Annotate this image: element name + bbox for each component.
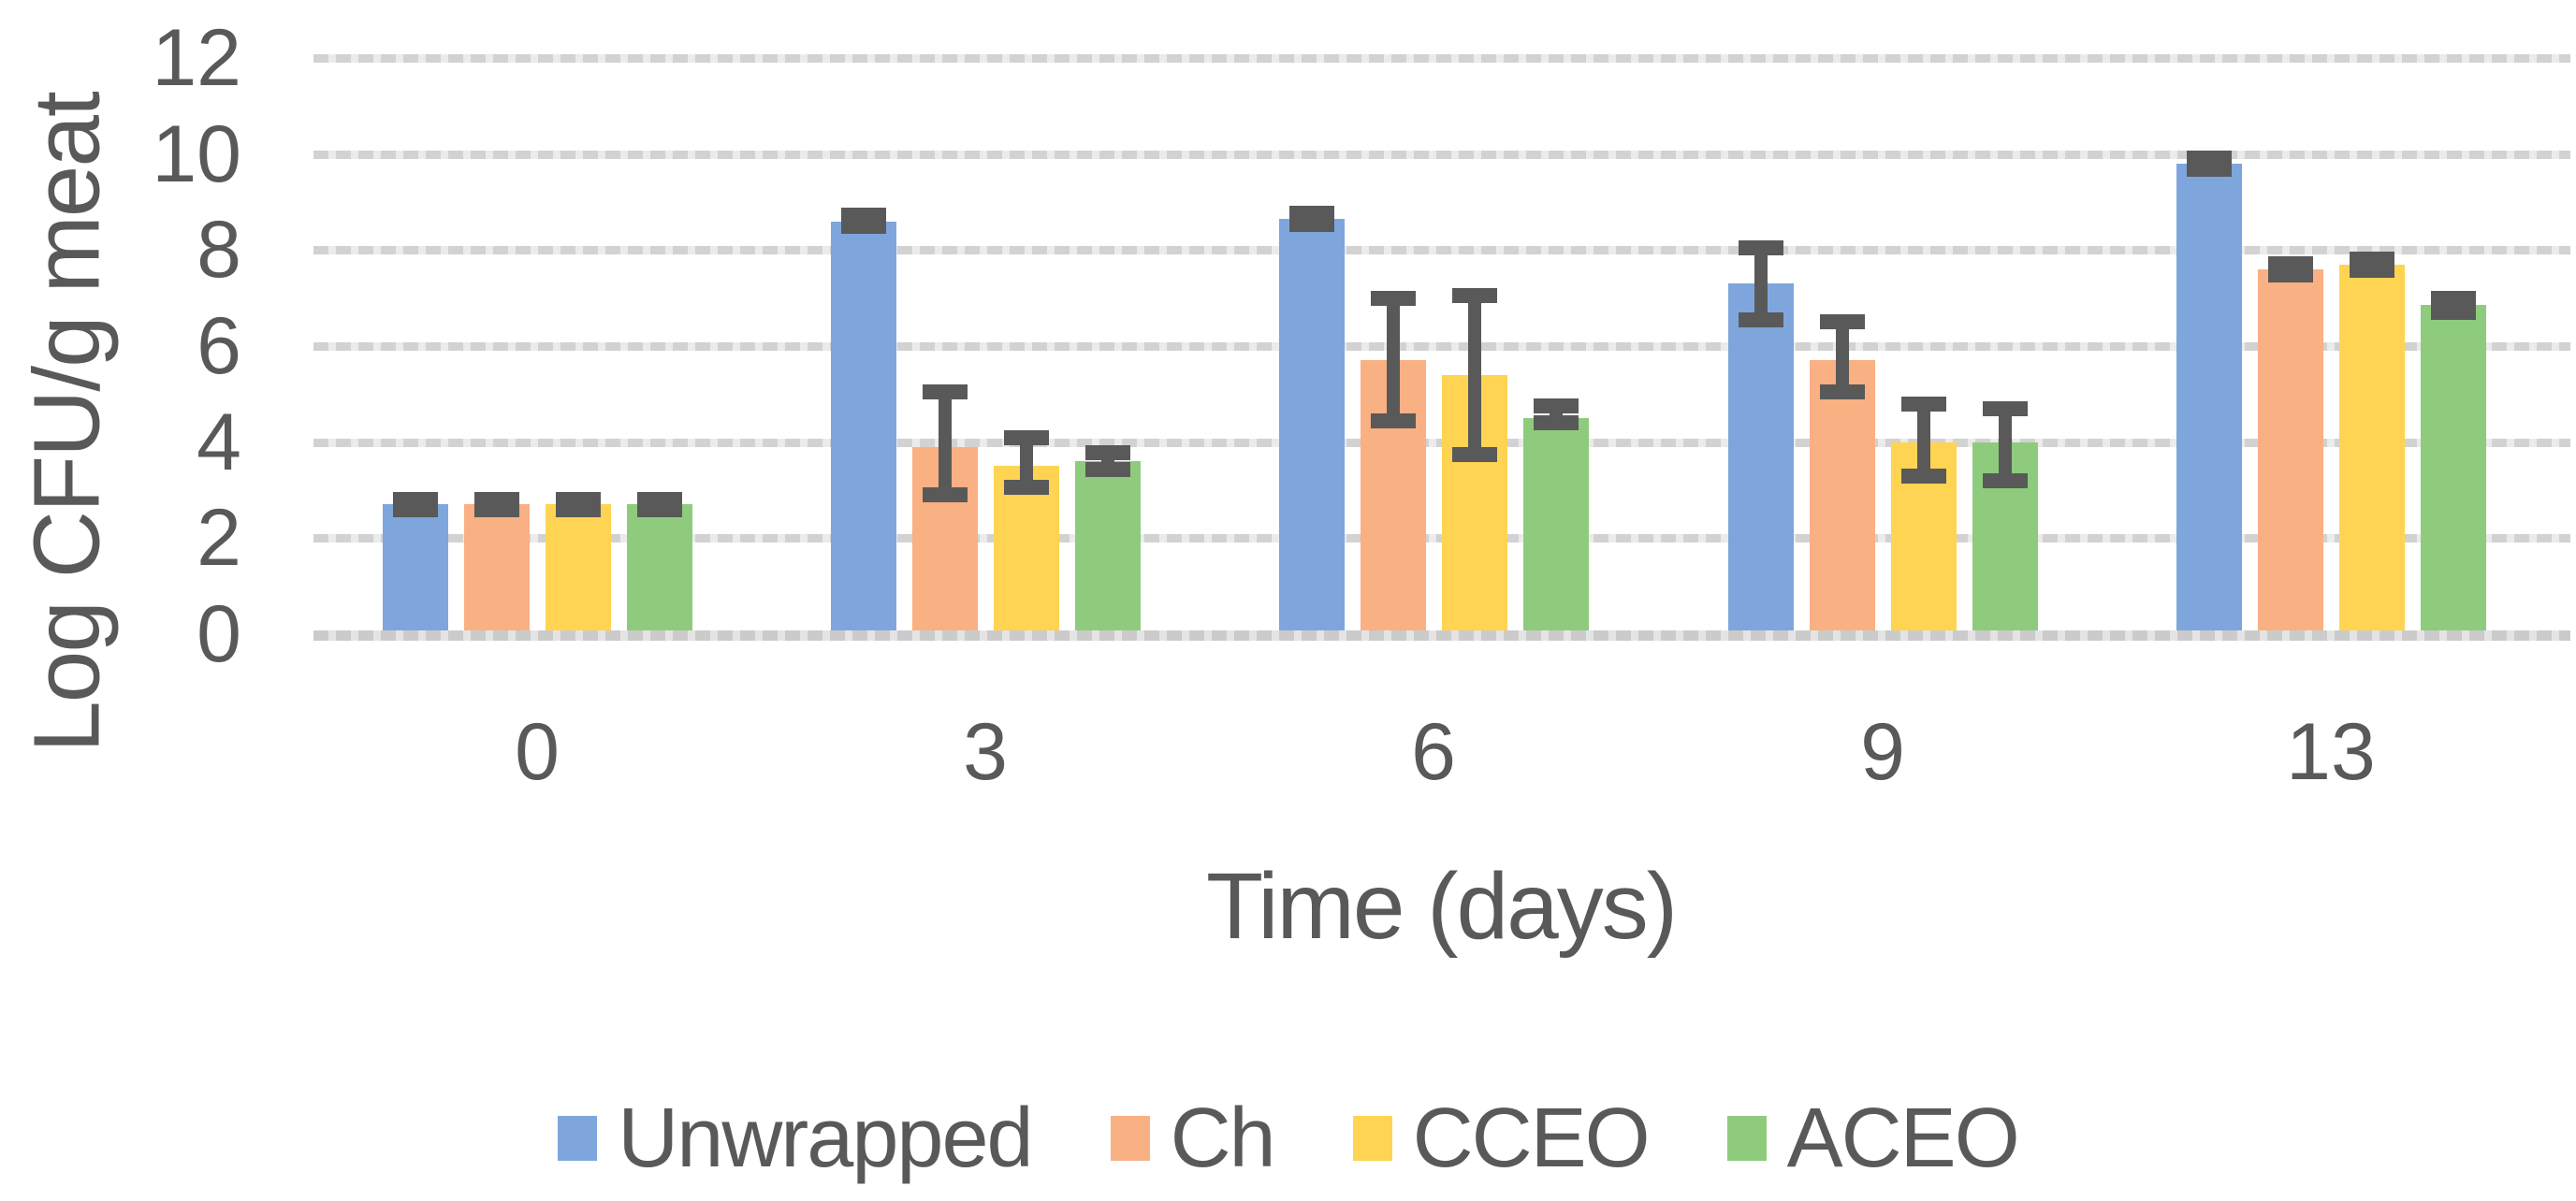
- x-tick-label-0: 0: [515, 707, 560, 797]
- legend-swatch-cceo-icon: [1352, 1116, 1392, 1161]
- legend-label-cceo: CCEO: [1412, 1092, 1651, 1185]
- legend-item-ch: Ch: [1110, 1092, 1276, 1185]
- error-bar-cceo-day13-cap-top: [2349, 251, 2394, 267]
- bar-ch-day0: [463, 504, 530, 634]
- legend-label-aceo: ACEO: [1786, 1092, 2020, 1185]
- y-tick-label-6: 6: [196, 301, 241, 392]
- bar-unwrapped-day9: [1727, 283, 1794, 634]
- error-bar-unwrapped-day13-cap-top: [2186, 150, 2232, 166]
- error-bar-ch-day0-cap-bottom: [473, 501, 519, 517]
- x-axis-title: Time (days): [1205, 854, 1678, 959]
- error-bar-cceo-day6-whisker: [1467, 296, 1481, 455]
- error-bar-ch-day6-cap-bottom: [1370, 412, 1416, 428]
- bar-ch-day9: [1809, 360, 1875, 634]
- error-bar-ch-day13-cap-bottom: [2267, 268, 2313, 283]
- error-bar-aceo-day13-cap-top: [2430, 290, 2476, 306]
- bar-unwrapped-day0: [382, 504, 448, 634]
- error-bar-unwrapped-day0-cap-bottom: [392, 501, 438, 517]
- bar-ch-day13: [2257, 268, 2323, 634]
- legend-item-cceo: CCEO: [1352, 1092, 1651, 1185]
- legend-swatch-aceo-icon: [1726, 1116, 1767, 1161]
- x-tick-label-13: 13: [2286, 707, 2376, 797]
- error-bar-ch-day9-cap-bottom: [1819, 383, 1865, 399]
- error-bar-ch-day13-cap-top: [2267, 255, 2313, 271]
- y-tick-label-4: 4: [196, 397, 241, 487]
- error-bar-cceo-day6-cap-bottom: [1451, 446, 1497, 462]
- legend-item-aceo: ACEO: [1726, 1092, 2020, 1185]
- gridline-y10: [313, 150, 2570, 159]
- bar-aceo-day6: [1522, 418, 1589, 634]
- y-tick-label-2: 2: [196, 493, 241, 584]
- y-tick-label-10: 10: [152, 109, 241, 199]
- bar-unwrapped-day3: [830, 221, 896, 634]
- error-bar-aceo-day9-whisker: [1998, 408, 2012, 481]
- error-bar-ch-day3-cap-bottom: [922, 487, 968, 503]
- error-bar-aceo-day6-cap-top: [1533, 398, 1579, 414]
- bar-cceo-day13: [2338, 264, 2405, 634]
- x-tick-label-6: 6: [1411, 707, 1456, 797]
- y-tick-label-8: 8: [196, 205, 241, 296]
- gridline-y8: [313, 246, 2570, 255]
- error-bar-aceo-day0-cap-bottom: [636, 501, 682, 517]
- error-bar-cceo-day9-cap-top: [1900, 396, 1946, 412]
- error-bar-unwrapped-day9-cap-bottom: [1738, 311, 1783, 327]
- error-bar-cceo-day3-whisker: [1019, 437, 1033, 488]
- bar-unwrapped-day6: [1278, 218, 1345, 634]
- error-bar-cceo-day3-cap-top: [1003, 429, 1049, 445]
- bar-aceo-day0: [626, 504, 692, 634]
- legend: Unwrapped Ch CCEO ACEO: [0, 1096, 2576, 1180]
- error-bar-unwrapped-day6-cap-bottom: [1288, 217, 1334, 233]
- bar-aceo-day13: [2420, 305, 2486, 634]
- bar-cceo-day0: [545, 504, 611, 634]
- error-bar-ch-day9-cap-top: [1819, 314, 1865, 330]
- error-bar-unwrapped-day6-cap-top: [1288, 205, 1334, 221]
- error-bar-cceo-day0-cap-bottom: [555, 501, 601, 517]
- bar-aceo-day3: [1074, 461, 1141, 634]
- y-tick-label-12: 12: [152, 13, 241, 104]
- legend-swatch-unwrapped-icon: [558, 1116, 598, 1161]
- error-bar-aceo-day9-cap-top: [1982, 400, 2028, 416]
- error-bar-ch-day6-cap-top: [1370, 290, 1416, 306]
- x-tick-label-9: 9: [1860, 707, 1905, 797]
- x-tick-label-3: 3: [963, 707, 1008, 797]
- error-bar-cceo-day9-whisker: [1916, 403, 1930, 476]
- gridline-y6: [313, 342, 2570, 352]
- legend-swatch-ch-icon: [1110, 1116, 1150, 1161]
- error-bar-aceo-day13-cap-bottom: [2430, 305, 2476, 321]
- error-bar-ch-day9-whisker: [1835, 322, 1849, 392]
- error-bar-unwrapped-day3-cap-bottom: [840, 218, 886, 234]
- error-bar-ch-day6-whisker: [1386, 297, 1400, 421]
- legend-label-unwrapped: Unwrapped: [618, 1092, 1033, 1185]
- error-bar-unwrapped-day9-cap-top: [1738, 239, 1783, 255]
- legend-label-ch: Ch: [1170, 1092, 1276, 1185]
- error-bar-aceo-day3-cap-bottom: [1084, 462, 1130, 478]
- error-bar-aceo-day6-cap-bottom: [1533, 415, 1579, 431]
- bar-unwrapped-day13: [2176, 163, 2242, 634]
- error-bar-ch-day3-whisker: [938, 391, 952, 496]
- error-bar-aceo-day3-cap-top: [1084, 444, 1130, 460]
- error-bar-ch-day3-cap-top: [922, 383, 968, 399]
- gridline-y12: [313, 54, 2570, 64]
- error-bar-cceo-day6-cap-top: [1451, 288, 1497, 304]
- error-bar-cceo-day9-cap-bottom: [1900, 468, 1946, 484]
- error-bar-cceo-day13-cap-bottom: [2349, 262, 2394, 278]
- error-bar-cceo-day3-cap-bottom: [1003, 480, 1049, 496]
- gridline-y0: [313, 630, 2570, 641]
- error-bar-unwrapped-day13-cap-bottom: [2186, 162, 2232, 178]
- y-tick-label-0: 0: [196, 589, 241, 679]
- error-bar-unwrapped-day9-whisker: [1754, 247, 1768, 320]
- error-bar-aceo-day9-cap-bottom: [1982, 472, 2028, 488]
- legend-item-unwrapped: Unwrapped: [558, 1092, 1034, 1185]
